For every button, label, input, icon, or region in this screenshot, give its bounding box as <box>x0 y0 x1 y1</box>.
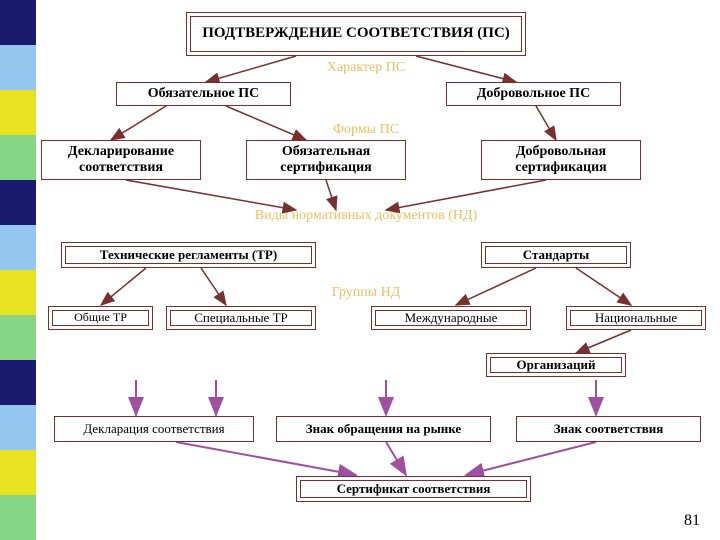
node-international: Международные <box>371 306 531 330</box>
node-mandatory-ps: Обязательное ПС <box>116 82 291 106</box>
sidebar-block <box>0 135 36 180</box>
label-forms: Формы ПС <box>276 122 456 138</box>
sidebar-block <box>0 360 36 405</box>
sidebar-block <box>0 450 36 495</box>
node-tech-regs-text: Технические регламенты (ТР) <box>100 248 277 263</box>
node-mandatory-cert: Обязательная сертификация <box>246 140 406 180</box>
sidebar-block <box>0 270 36 315</box>
node-national: Национальные <box>566 306 706 330</box>
node-organizations-text: Организаций <box>517 358 596 373</box>
sidebar-block <box>0 0 36 45</box>
node-international-text: Международные <box>405 311 498 326</box>
label-docs: Виды нормативных документов (НД) <box>196 208 536 224</box>
node-market-sign: Знак обращения на рынке <box>276 416 491 442</box>
sidebar-decoration <box>0 0 36 540</box>
sidebar-block <box>0 90 36 135</box>
arrow-layer <box>36 0 720 540</box>
node-conformity-cert-text: Сертификат соответствия <box>337 482 491 497</box>
node-standards: Стандарты <box>481 242 631 268</box>
node-organizations: Организаций <box>486 353 626 377</box>
node-root-text: ПОДТВЕРЖДЕНИЕ СООТВЕТСТВИЯ (ПС) <box>202 25 510 42</box>
node-declaration: Декларирование соответствия <box>41 140 201 180</box>
sidebar-block <box>0 45 36 90</box>
node-root: ПОДТВЕРЖДЕНИЕ СООТВЕТСТВИЯ (ПС) <box>186 12 526 56</box>
node-tech-regs: Технические регламенты (ТР) <box>61 242 316 268</box>
node-voluntary-cert: Добровольная сертификация <box>481 140 641 180</box>
sidebar-block <box>0 405 36 450</box>
node-general-tr: Общие ТР <box>48 306 153 330</box>
sidebar-block <box>0 495 36 540</box>
node-general-tr-text: Общие ТР <box>74 311 127 325</box>
page-number: 81 <box>684 512 700 530</box>
label-character: Характер ПС <box>276 60 456 76</box>
sidebar-block <box>0 315 36 360</box>
node-national-text: Национальные <box>595 311 677 326</box>
sidebar-block <box>0 225 36 270</box>
diagram-area: Характер ПС Формы ПС Виды нормативных до… <box>36 0 720 540</box>
node-decl-doc: Декларация соответствия <box>54 416 254 442</box>
sidebar-block <box>0 180 36 225</box>
node-special-tr: Специальные ТР <box>166 306 316 330</box>
node-conformity-sign: Знак соответствия <box>516 416 701 442</box>
node-conformity-cert: Сертификат соответствия <box>296 476 531 502</box>
node-standards-text: Стандарты <box>523 248 589 263</box>
node-voluntary-ps: Добровольное ПС <box>446 82 621 106</box>
node-special-tr-text: Специальные ТР <box>194 311 288 326</box>
label-groups: Группы НД <box>296 285 436 301</box>
